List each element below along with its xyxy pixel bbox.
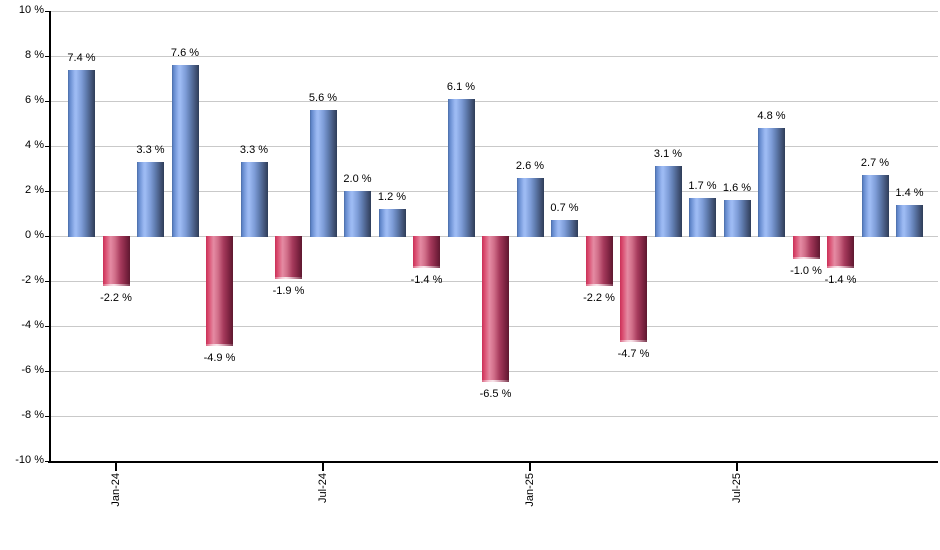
y-axis-tick (45, 235, 50, 237)
gridline-10pct (50, 10, 938, 12)
bar (723, 200, 751, 237)
y-axis-tick (45, 370, 50, 372)
gridline-6pct (50, 100, 938, 102)
gridline--8pct (50, 415, 938, 417)
bar (240, 161, 268, 237)
y-axis-tick (45, 325, 50, 327)
bar-value-label: 2.7 % (860, 157, 890, 170)
x-tick-label: Jan-25 (524, 473, 536, 507)
bar (620, 236, 647, 342)
bar (275, 236, 302, 279)
y-tick-label: 0 % (25, 229, 44, 241)
bar-value-label: 3.3 % (239, 143, 269, 156)
y-axis-line (49, 11, 51, 463)
x-axis-tick (529, 463, 531, 471)
bar (309, 110, 337, 237)
y-axis-tick (45, 100, 50, 102)
bar-value-label: 1.6 % (722, 182, 752, 194)
y-axis-tick (45, 10, 50, 12)
bar-value-label: -4.7 % (617, 347, 650, 360)
bar-value-label: -1.4 % (410, 273, 443, 286)
bar-value-label: 1.2 % (377, 191, 407, 203)
bar-value-label: 1.7 % (688, 179, 717, 192)
x-axis-tick (322, 463, 324, 471)
bar (827, 236, 854, 268)
y-axis-tick (45, 415, 50, 417)
y-tick-label: 8 % (25, 49, 44, 61)
bar-value-label: 2.0 % (343, 173, 372, 185)
x-axis-tick (115, 463, 117, 471)
bar (585, 236, 613, 286)
y-axis-tick (45, 460, 50, 462)
bar (344, 191, 371, 237)
gridline-8pct (50, 55, 938, 57)
bar-value-label: 5.6 % (308, 92, 338, 104)
bar-value-label: -4.9 % (203, 352, 236, 365)
bar (447, 98, 475, 237)
bar (551, 220, 578, 237)
y-tick-label: 4 % (25, 139, 44, 151)
y-tick-label: -10 % (15, 454, 44, 466)
bar (896, 204, 923, 237)
x-tick-label: Jul-25 (731, 473, 743, 503)
y-axis-tick (45, 145, 50, 147)
y-tick-label: -8 % (21, 409, 44, 421)
y-axis-tick (45, 280, 50, 282)
gridline-2pct (50, 190, 938, 192)
bar (413, 236, 440, 268)
bar (206, 236, 233, 347)
bar (516, 177, 544, 237)
y-axis-tick (45, 190, 50, 192)
bar (68, 69, 95, 237)
bar-value-label: -2.2 % (100, 291, 132, 304)
x-axis-tick (736, 463, 738, 471)
bar-value-label: 3.1 % (653, 148, 683, 161)
bar (482, 236, 509, 383)
bar (102, 236, 130, 286)
bar-value-label: 3.3 % (136, 143, 165, 156)
bar-value-label: -6.5 % (479, 388, 512, 401)
x-axis-line (48, 461, 938, 463)
bar-value-label: -1.0 % (790, 264, 822, 277)
y-axis-tick (45, 55, 50, 57)
bar-value-label: -1.9 % (272, 284, 305, 297)
x-tick-label: Jul-24 (317, 473, 329, 503)
y-tick-label: -6 % (21, 364, 44, 376)
bar-value-label: -1.4 % (824, 273, 857, 286)
bar-value-label: 0.7 % (550, 202, 579, 215)
bar-value-label: -2.2 % (583, 291, 615, 304)
gridline-4pct (50, 145, 938, 147)
y-tick-label: 2 % (25, 184, 44, 196)
bar (654, 166, 682, 237)
bar (861, 175, 889, 237)
bar (758, 128, 785, 237)
bar-value-label: 7.4 % (67, 51, 96, 64)
y-tick-label: 6 % (25, 94, 44, 106)
y-tick-label: 10 % (18, 4, 44, 16)
bar-value-label: 7.6 % (170, 47, 200, 59)
bar-value-label: 2.6 % (515, 159, 545, 172)
y-tick-label: -4 % (21, 319, 44, 331)
bar (171, 65, 199, 237)
bar-value-label: 1.4 % (895, 186, 924, 199)
bar (378, 209, 406, 237)
bar (137, 161, 164, 237)
x-tick-label: Jan-24 (110, 473, 122, 507)
bar-value-label: 6.1 % (446, 80, 476, 93)
bar (792, 236, 820, 259)
bar-value-label: 4.8 % (757, 110, 786, 122)
y-tick-label: -2 % (21, 274, 44, 286)
bar (689, 197, 716, 237)
